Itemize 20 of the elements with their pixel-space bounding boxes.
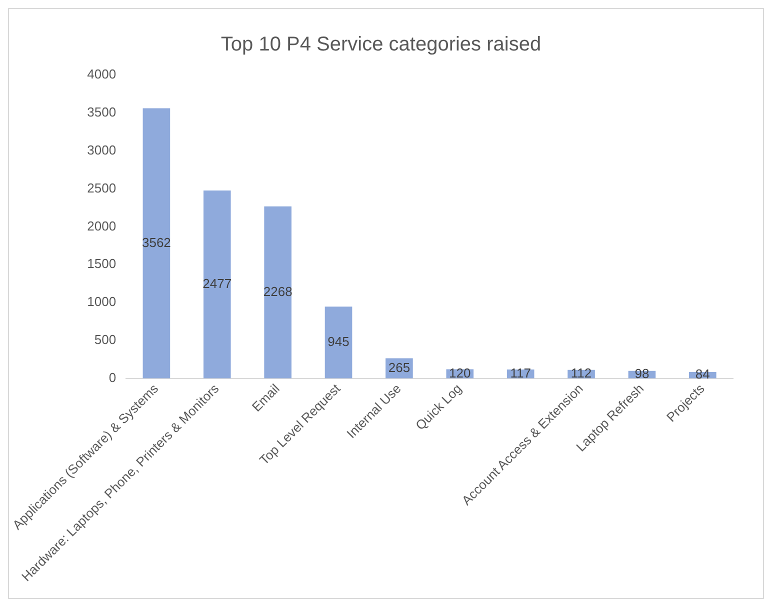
bar (264, 206, 292, 378)
data-label: 98 (634, 366, 650, 382)
bar (142, 108, 170, 378)
y-tick-label: 3500 (87, 104, 116, 120)
data-label: 112 (570, 366, 592, 381)
y-tick-label: 2000 (87, 218, 116, 234)
y-tick-label: 1000 (87, 294, 116, 310)
chart-title: Top 10 P4 Service categories raised (220, 34, 542, 56)
data-label: 117 (510, 365, 531, 380)
y-tick-label: 2500 (87, 180, 116, 196)
data-label: 265 (388, 360, 410, 375)
y-tick-label: 4000 (87, 66, 116, 82)
bar (324, 306, 352, 378)
data-label: 945 (328, 334, 350, 350)
data-label: 120 (449, 365, 471, 380)
y-tick-label: 500 (94, 332, 116, 348)
y-tick-label: 3000 (87, 142, 116, 158)
y-tick-label: 1500 (87, 256, 116, 272)
bar (203, 190, 231, 378)
y-tick-label: 0 (108, 370, 116, 385)
